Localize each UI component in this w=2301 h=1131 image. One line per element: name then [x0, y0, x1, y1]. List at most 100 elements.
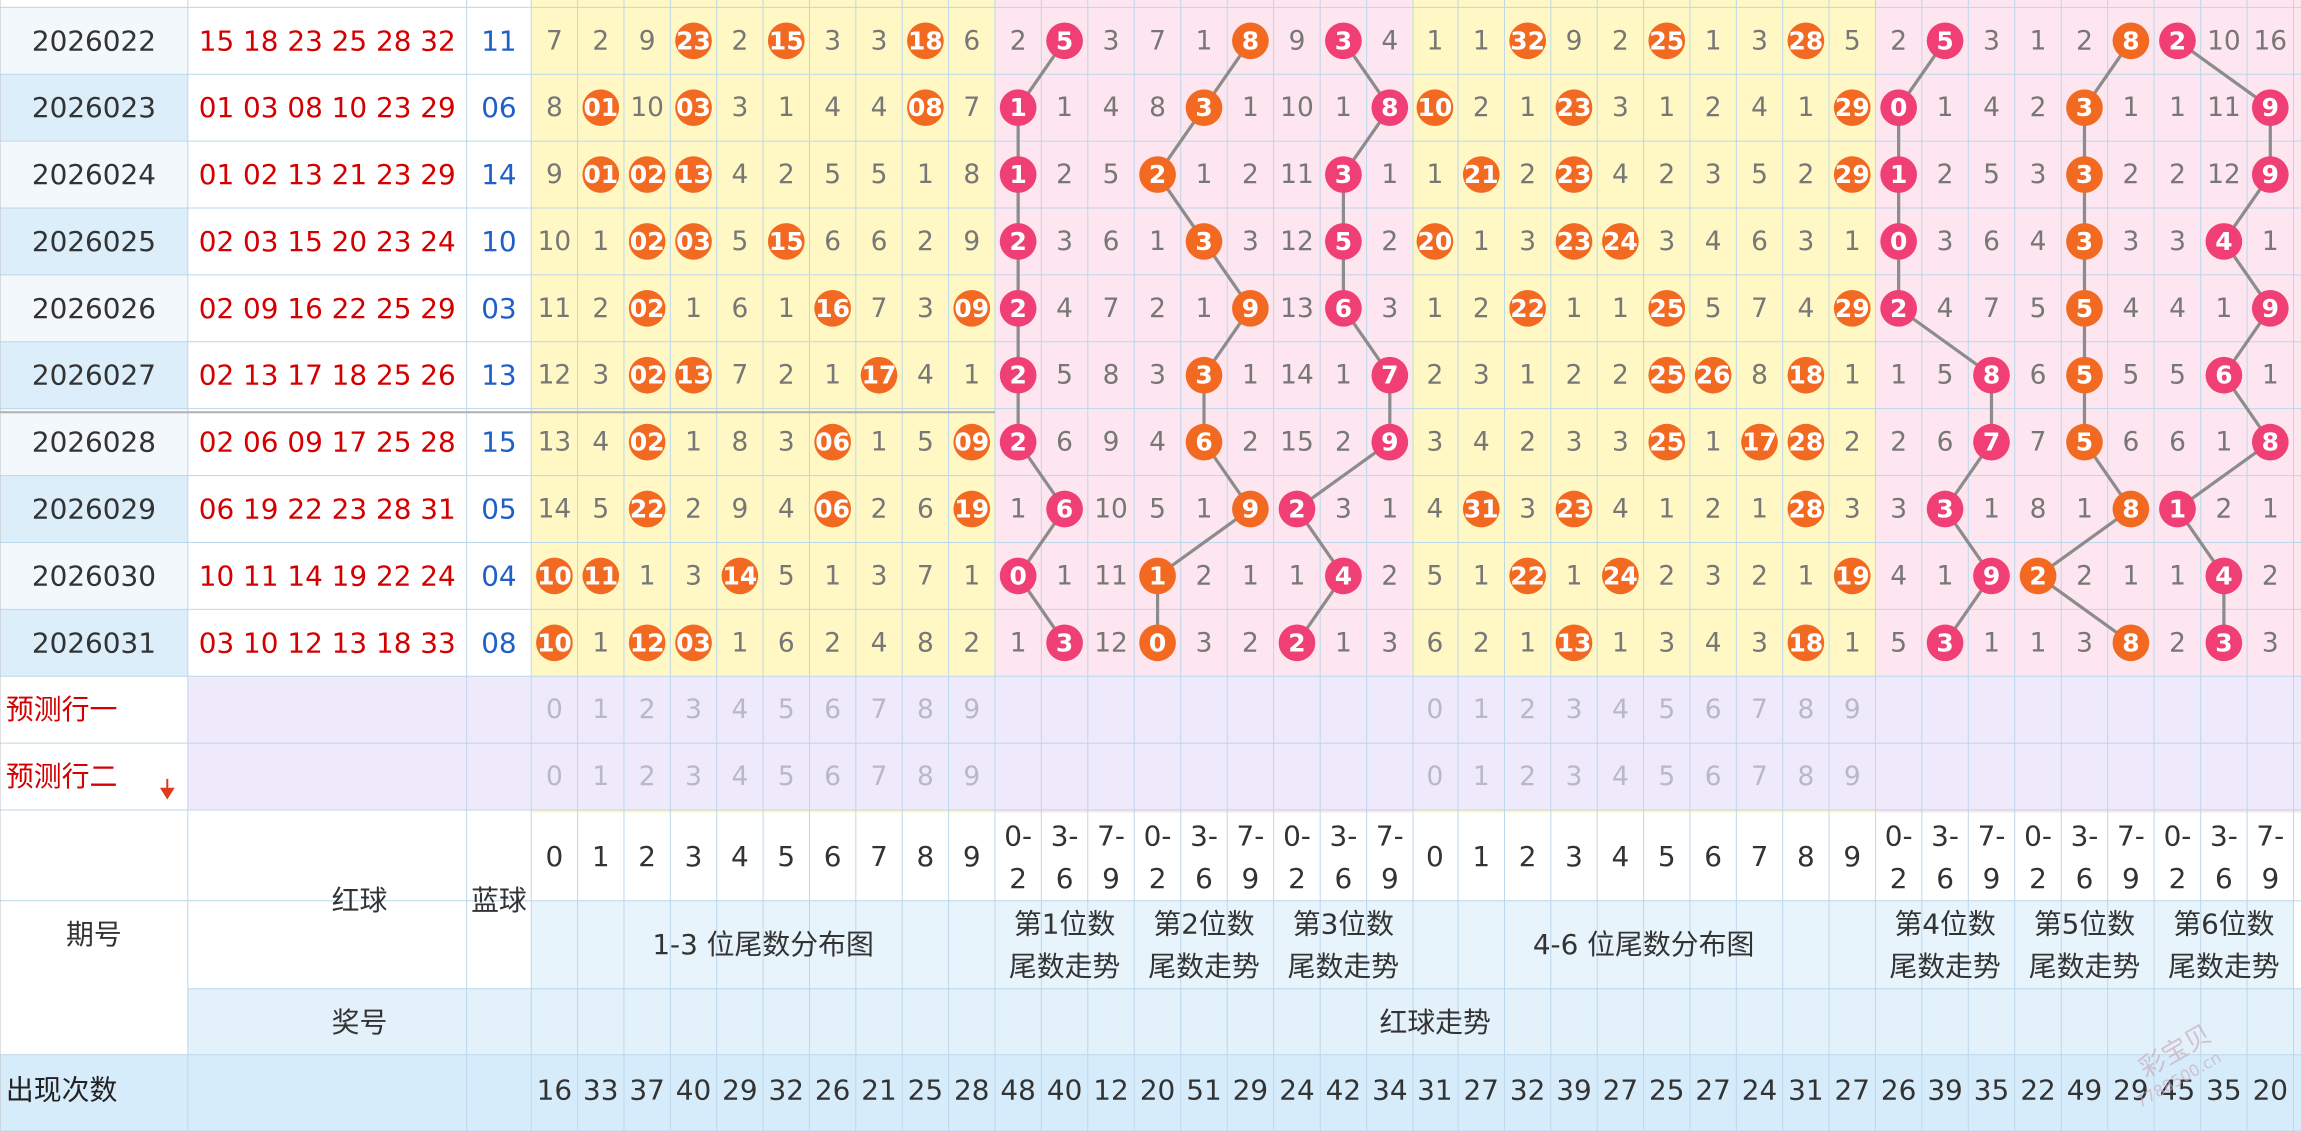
miss-count: 3 [1196, 627, 1213, 658]
header-pos-bg [1273, 900, 1414, 989]
miss-count: 2 [1473, 92, 1490, 123]
predict-digit: 0 [1426, 761, 1443, 792]
miss-count: 1 [592, 226, 609, 257]
predict-digit: 2 [1519, 761, 1536, 792]
group-header-bottom: 2 [1890, 862, 1908, 895]
trend-ball-label: 2 [1009, 428, 1026, 457]
predict-row-label[interactable]: 预测行一 [6, 693, 117, 726]
miss-count: 3 [1705, 560, 1722, 591]
trend-ball [1046, 22, 1083, 60]
hit-ball-label: 14 [723, 561, 758, 590]
hit-ball-label: 18 [1789, 628, 1824, 657]
miss-count: 1 [1149, 226, 1166, 257]
miss-count: 2 [1056, 159, 1073, 190]
miss-count: 4 [1612, 159, 1629, 190]
miss-count: 2 [1890, 25, 1907, 56]
digit-header: 0 [1426, 840, 1444, 873]
digit-header: 7 [1751, 840, 1769, 873]
occurrence-count: 12 [1093, 1073, 1128, 1106]
trend-ball [2066, 89, 2103, 127]
miss-count: 1 [592, 627, 609, 658]
hit-ball [628, 356, 666, 394]
trend-ball-label: 0 [1890, 227, 1907, 256]
predict-digit: 7 [871, 761, 888, 792]
miss-count: 2 [1010, 25, 1027, 56]
miss-count: 3 [685, 560, 702, 591]
miss-count: 1 [2030, 25, 2047, 56]
trend-ball-label: 8 [2122, 26, 2139, 55]
miss-count: 1 [1473, 226, 1490, 257]
header-position: 第1位数 [1014, 908, 1115, 941]
red-balls: 15 18 23 25 28 32 [199, 24, 456, 57]
group-header-bottom: 6 [1056, 862, 1074, 895]
red-balls: 06 19 22 23 28 31 [199, 493, 456, 526]
miss-count: 8 [917, 627, 934, 658]
group-header-top: 7- [1237, 820, 1265, 853]
miss-count: 2 [2215, 494, 2232, 525]
miss-count: 4 [1426, 494, 1443, 525]
miss-count: 1 [1937, 92, 1954, 123]
miss-count: 3 [1937, 226, 1954, 257]
blue-ball: 08 [481, 626, 516, 659]
occurrence-count: 37 [629, 1073, 664, 1106]
occurrence-count: 27 [1464, 1073, 1499, 1106]
digit-header: 8 [917, 840, 935, 873]
group-header-bottom: 2 [1288, 862, 1306, 895]
miss-count: 1 [1519, 92, 1536, 123]
trend-ball-label: 2 [1009, 361, 1026, 390]
miss-count: 11 [1094, 560, 1128, 591]
miss-count: 3 [1056, 226, 1073, 257]
header-blue-ball: 蓝球 [471, 884, 527, 917]
occurrence-count: 27 [1835, 1073, 1870, 1106]
header-position: 第3位数 [1293, 908, 1394, 941]
group-header-top: 3- [1330, 820, 1358, 853]
hit-ball [953, 423, 991, 461]
digit-header: 0 [546, 840, 564, 873]
group-header-bottom: 9 [2261, 862, 2279, 895]
miss-count: 2 [1519, 427, 1536, 458]
red-balls: 01 02 13 21 23 29 [199, 158, 456, 191]
miss-count: 3 [871, 25, 888, 56]
group-header-bottom: 9 [1381, 862, 1399, 895]
predict-row-label[interactable]: 预测行二 [6, 760, 117, 793]
miss-count: 5 [778, 560, 795, 591]
occurrence-count: 16 [537, 1073, 572, 1106]
header-tail-1-3: 1-3 位尾数分布图 [652, 928, 874, 961]
miss-count: 2 [2262, 560, 2279, 591]
trend-ball [1973, 423, 2010, 461]
miss-count: 1 [1983, 627, 2000, 658]
miss-count: 2 [592, 293, 609, 324]
occurrence-count: 28 [954, 1073, 989, 1106]
miss-count: 14 [538, 494, 572, 525]
occurrence-count: 26 [1881, 1073, 1916, 1106]
miss-count: 1 [1196, 25, 1213, 56]
miss-count: 1 [1844, 360, 1861, 391]
miss-count: 5 [1149, 494, 1166, 525]
occurrence-count: 27 [1603, 1073, 1638, 1106]
miss-count: 6 [778, 627, 795, 658]
trend-ball-label: 0 [1009, 561, 1026, 590]
hit-ball-label: 24 [1603, 561, 1638, 590]
hit-ball [721, 557, 759, 595]
dropdown-arrow-icon[interactable] [159, 787, 175, 800]
miss-count: 2 [1612, 25, 1629, 56]
blue-ball: 11 [481, 24, 516, 57]
predict-digit: 8 [917, 761, 934, 792]
trend-ball-label: 2 [1288, 628, 1305, 657]
miss-count: 1 [1751, 494, 1768, 525]
hit-ball-label: 02 [630, 227, 665, 256]
hit-ball [907, 22, 944, 60]
header-pos-bg [2154, 900, 2294, 989]
trend-ball [999, 156, 1037, 193]
header-tail-trend: 尾数走势 [2029, 950, 2140, 983]
trend-ball-label: 4 [1335, 561, 1352, 590]
header-issue: 期号 [66, 918, 122, 951]
miss-count: 2 [2076, 560, 2093, 591]
miss-count: 4 [1751, 92, 1768, 123]
hit-ball [1602, 223, 1639, 260]
trend-ball-label: 1 [1890, 160, 1907, 189]
miss-count: 4 [1705, 226, 1722, 257]
group-header-bottom: 6 [2076, 862, 2094, 895]
miss-count: 1 [1242, 560, 1259, 591]
miss-count: 9 [1566, 25, 1583, 56]
